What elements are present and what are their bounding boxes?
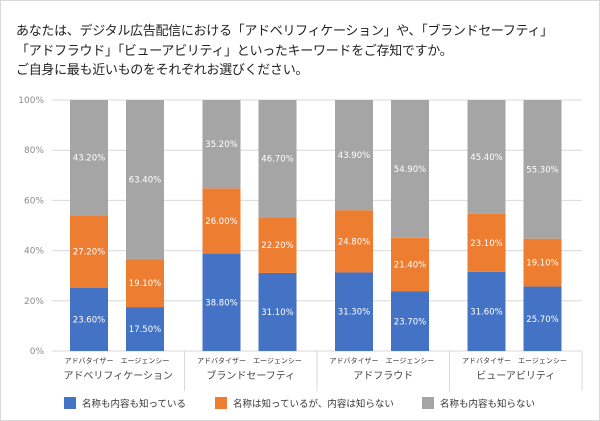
data-label: 23.10% — [470, 239, 502, 249]
legend-label: 名称は知っているが、内容は知らない — [233, 399, 394, 410]
data-label: 31.30% — [338, 308, 370, 318]
bar-segment — [467, 213, 506, 272]
survey-question: あなたは、デジタル広告配信における「アドベリフィケーション」や、「ブランドセーフ… — [16, 22, 591, 81]
question-line-3: ご自身に最も近いものをそれぞれお選びください。 — [16, 63, 309, 78]
bar-segment — [391, 100, 429, 238]
legend-label: 名称も内容も知っている — [82, 399, 187, 410]
y-tick-label: 20% — [24, 297, 44, 307]
group-label: ビューアビリティ — [476, 370, 555, 382]
bar-sublabel: アドバタイザー — [330, 356, 379, 365]
data-label: 25.70% — [526, 315, 558, 325]
bar-segment — [258, 272, 297, 351]
bar-segment — [258, 100, 297, 218]
bar-sublabel: エージェンシー — [121, 357, 170, 365]
bar-segment — [467, 100, 506, 214]
question-line-2: 「アドフラウド」「ビューアビリティ」といったキーワードをご存知ですか。 — [16, 43, 453, 59]
data-label: 24.80% — [338, 237, 370, 247]
question-line-1: あなたは、デジタル広告配信における「アドベリフィケーション」や、「ブランドセーフ… — [16, 24, 553, 39]
data-label: 31.60% — [470, 307, 502, 317]
bar-sublabel: エージェンシー — [253, 357, 302, 365]
group-label: アドフラウド — [353, 370, 413, 382]
data-label: 26.00% — [205, 217, 237, 227]
data-label: 43.20% — [73, 154, 105, 164]
y-tick-label: 40% — [24, 247, 44, 257]
data-label: 23.60% — [73, 315, 105, 325]
data-label: 19.10% — [129, 279, 161, 289]
legend-label: 名称も内容も知らない — [440, 399, 536, 410]
legend: 名称も内容も知っている 名称は知っているが、内容は知らない 名称も内容も知らない — [0, 396, 600, 414]
bar-segment — [391, 237, 429, 292]
y-tick-label: 100% — [18, 96, 44, 106]
bar-segment — [70, 287, 108, 351]
stacked-bar-chart: 0% 20% 40% 60% 80% 100% 23.60% 27.20% 43.20% アドバタ… — [18, 96, 583, 391]
y-tick-label: 80% — [24, 146, 44, 156]
data-label: 63.40% — [129, 176, 161, 186]
data-label: 46.70% — [261, 155, 293, 165]
bar-segment — [126, 259, 164, 308]
bar-segment — [523, 286, 562, 351]
bar-sublabel: エージェンシー — [518, 357, 567, 365]
bar-segment — [126, 100, 164, 260]
legend-swatch-gray — [422, 397, 434, 409]
bar-segment — [335, 100, 373, 211]
bar-segment — [70, 215, 108, 288]
legend-item-name-only: 名称は知っているが、内容は知らない — [215, 396, 394, 410]
y-tick-label: 60% — [24, 196, 44, 206]
data-label: 21.40% — [394, 261, 426, 271]
data-label: 55.30% — [526, 165, 558, 175]
legend-swatch-blue — [64, 397, 76, 409]
data-label: 27.20% — [73, 248, 105, 258]
bar-segment — [335, 272, 373, 351]
data-label: 31.10% — [261, 308, 293, 318]
bar-sublabel: アドバタイザー — [462, 356, 511, 365]
bar-segment — [202, 253, 241, 351]
data-label: 43.90% — [338, 151, 370, 161]
bar-segment — [258, 217, 297, 273]
data-label: 23.70% — [394, 317, 426, 327]
bar-segment — [202, 100, 241, 189]
bar-segment — [467, 271, 506, 351]
legend-item-known-both: 名称も内容も知っている — [64, 396, 186, 410]
data-label: 38.80% — [205, 298, 237, 308]
bar-segment — [523, 238, 562, 287]
bar-segment — [70, 100, 108, 216]
bar-segment — [202, 188, 241, 254]
bar-segment — [126, 307, 164, 351]
data-label: 17.50% — [129, 325, 161, 335]
legend-item-unknown: 名称も内容も知らない — [422, 396, 535, 410]
bar-sublabel: アドバタイザー — [65, 356, 114, 365]
bar-sublabel: エージェンシー — [386, 357, 435, 365]
data-label: 35.20% — [205, 140, 237, 150]
group-label: アドベリフィケーション — [63, 370, 173, 382]
bar-sublabel: アドバタイザー — [197, 356, 246, 365]
legend-swatch-orange — [215, 397, 227, 409]
data-label: 45.40% — [470, 153, 502, 163]
group-label: ブランドセーフティ — [206, 369, 295, 382]
data-label: 19.10% — [526, 259, 558, 269]
y-tick-label: 0% — [30, 347, 45, 357]
bar-segment — [335, 210, 373, 273]
data-label: 22.20% — [261, 241, 293, 251]
bar-segment — [523, 100, 562, 239]
bar-segment — [391, 291, 429, 351]
data-label: 54.90% — [394, 165, 426, 175]
